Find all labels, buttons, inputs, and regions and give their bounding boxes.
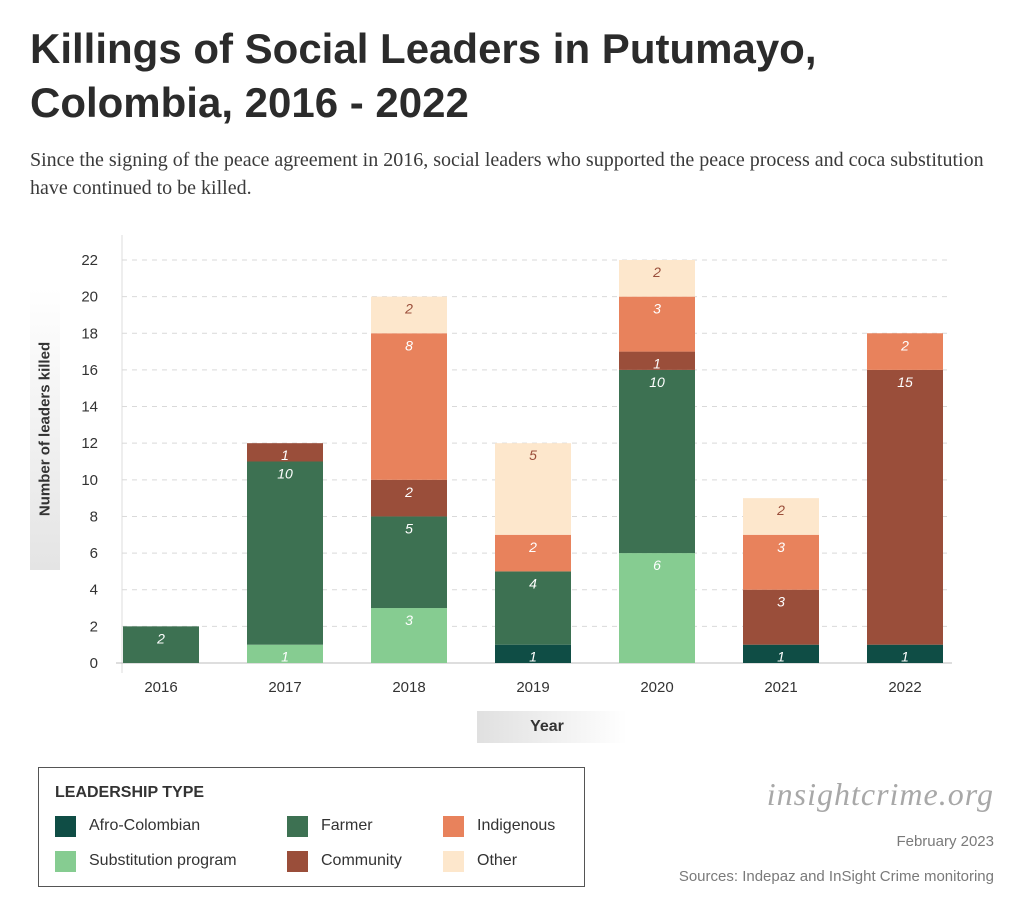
bar-segment bbox=[619, 296, 695, 352]
legend-item: Community bbox=[287, 850, 402, 872]
data-label: 2 bbox=[528, 539, 537, 555]
y-tick-label: 14 bbox=[81, 399, 98, 416]
legend-title: LEADERSHIP TYPE bbox=[55, 784, 205, 801]
bar-segment bbox=[495, 443, 571, 535]
legend-label: Substitution program bbox=[89, 852, 237, 869]
legend-label: Community bbox=[321, 852, 402, 869]
data-label: 10 bbox=[277, 466, 293, 482]
bar-segment bbox=[371, 608, 447, 663]
bar-segment bbox=[743, 498, 819, 535]
bar-segment bbox=[371, 479, 447, 517]
data-label: 3 bbox=[653, 301, 661, 317]
data-label: 2 bbox=[156, 630, 165, 646]
bar-segment bbox=[619, 553, 695, 663]
x-tick-label: 2016 bbox=[144, 679, 177, 696]
data-label: 1 bbox=[901, 649, 909, 665]
legend-swatch bbox=[443, 850, 464, 872]
bar-segment bbox=[743, 534, 819, 590]
data-label: 1 bbox=[529, 649, 537, 665]
y-tick-label: 16 bbox=[81, 362, 98, 379]
y-tick-label: 8 bbox=[90, 508, 98, 525]
sources-note: Sources: Indepaz and InSight Crime monit… bbox=[678, 868, 994, 885]
x-tick-label: 2019 bbox=[516, 679, 549, 696]
bar-segment bbox=[495, 571, 571, 645]
y-tick-label: 10 bbox=[81, 472, 98, 489]
bar-segment bbox=[247, 461, 323, 645]
legend-label: Indigenous bbox=[477, 817, 556, 834]
bar-segment bbox=[247, 644, 323, 663]
bar-segment bbox=[495, 644, 571, 663]
data-label: 1 bbox=[281, 447, 289, 463]
y-tick-label: 4 bbox=[90, 582, 98, 599]
data-label: 3 bbox=[777, 594, 785, 610]
y-tick-label: 2 bbox=[90, 618, 98, 635]
data-label: 2 bbox=[652, 264, 661, 280]
data-label: 2 bbox=[900, 337, 909, 353]
x-tick-label: 2021 bbox=[764, 679, 797, 696]
data-label: 2 bbox=[776, 502, 785, 518]
bar-segment bbox=[371, 333, 447, 480]
y-tick-label: 0 bbox=[90, 655, 98, 672]
bar-segment bbox=[619, 260, 695, 297]
bar-segment bbox=[619, 351, 695, 370]
chart-subtitle: Since the signing of the peace agreement… bbox=[30, 149, 984, 199]
data-label: 3 bbox=[777, 539, 785, 555]
bar-segment bbox=[371, 296, 447, 334]
x-tick-label: 2018 bbox=[392, 679, 425, 696]
bar-segment bbox=[743, 644, 819, 663]
bar-segment bbox=[123, 626, 199, 663]
legend-item: Farmer bbox=[287, 815, 373, 837]
legend-swatch bbox=[287, 850, 308, 872]
chart-title: Killings of Social Leaders in Putumayo, … bbox=[30, 25, 817, 126]
legend-swatch bbox=[443, 815, 464, 837]
data-label: 1 bbox=[777, 649, 785, 665]
x-tick-label: 2017 bbox=[268, 679, 301, 696]
data-label: 4 bbox=[529, 575, 537, 591]
publication-date: February 2023 bbox=[896, 833, 994, 850]
bar-segment bbox=[743, 589, 819, 645]
bar-segment bbox=[867, 644, 943, 663]
data-label: 15 bbox=[897, 374, 913, 390]
x-axis-label: Year bbox=[530, 718, 564, 735]
bar-segment bbox=[619, 369, 695, 554]
legend-item: Other bbox=[443, 850, 517, 872]
bar-segment bbox=[371, 516, 447, 609]
data-label: 5 bbox=[405, 520, 413, 536]
data-label: 1 bbox=[653, 356, 661, 372]
brand-logo: insightcrime.org bbox=[766, 776, 994, 812]
data-label: 5 bbox=[529, 447, 537, 463]
bar-segment bbox=[867, 333, 943, 370]
data-label: 2 bbox=[404, 484, 413, 500]
legend-label: Afro-Colombian bbox=[89, 817, 201, 834]
y-tick-label: 20 bbox=[81, 289, 98, 306]
data-label: 1 bbox=[281, 649, 289, 665]
data-label: 8 bbox=[405, 337, 413, 353]
data-label: 2 bbox=[404, 301, 413, 317]
stacked-bar-chart: 0246810121416182022220161101201735282201… bbox=[81, 235, 952, 696]
legend-item: Afro-Colombian bbox=[55, 815, 200, 837]
x-tick-label: 2020 bbox=[640, 679, 673, 696]
data-label: 10 bbox=[649, 374, 665, 390]
y-tick-label: 18 bbox=[81, 325, 98, 342]
x-tick-label: 2022 bbox=[888, 679, 921, 696]
legend-item: Indigenous bbox=[443, 815, 555, 837]
y-tick-label: 22 bbox=[81, 252, 98, 269]
legend-label: Other bbox=[477, 852, 518, 869]
bar-segment bbox=[867, 369, 943, 645]
y-tick-label: 12 bbox=[81, 435, 98, 452]
bar-segment bbox=[247, 443, 323, 462]
y-axis-label-background bbox=[30, 288, 60, 570]
legend: LEADERSHIP TYPE Afro-Colombian Farmer Indi… bbox=[38, 767, 585, 887]
bar-segment bbox=[495, 534, 571, 572]
legend-swatch bbox=[55, 815, 76, 837]
y-tick-label: 6 bbox=[90, 545, 98, 562]
data-label: 3 bbox=[405, 612, 413, 628]
x-axis-label-background bbox=[477, 711, 627, 743]
legend-swatch bbox=[55, 850, 76, 872]
data-label: 6 bbox=[653, 557, 661, 573]
legend-item: Substitution program bbox=[55, 850, 237, 872]
legend-label: Farmer bbox=[321, 817, 373, 834]
legend-swatch bbox=[287, 815, 308, 837]
